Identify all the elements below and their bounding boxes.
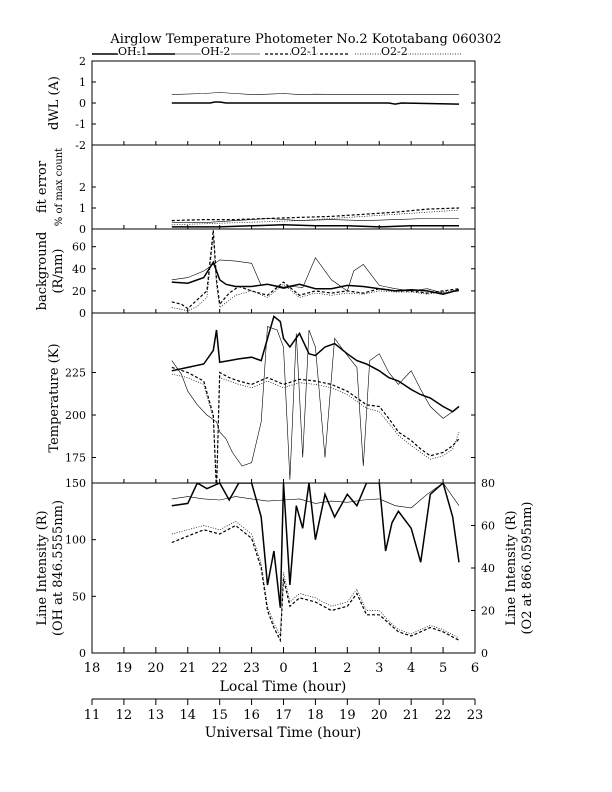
xtick-ut-label-12: 23 (467, 708, 484, 723)
series-o2-2-panel-4 (171, 373, 460, 483)
xtick-ut-label-5: 16 (243, 708, 260, 723)
xtick-ut-label-9: 20 (371, 708, 388, 723)
xtick-ut-label-6: 17 (275, 708, 292, 723)
ylabel-4: Temperature (K) (47, 343, 62, 452)
series-oh-1-panel-1 (171, 101, 460, 105)
series-oh-1-panel-2 (171, 224, 459, 228)
series-o2-1-panel-4 (171, 366, 460, 483)
legend-label-oh-2: OH-2 (201, 45, 230, 58)
ytick-label-4-0: 175 (65, 452, 86, 465)
ytick-label-3-2: 40 (72, 263, 86, 276)
xtick-local-label-3: 21 (179, 661, 196, 676)
legend-label-o2-2: O2-2 (381, 45, 408, 58)
series-oh-1-panel-4 (171, 315, 460, 413)
ylabel2-3: (R/nm) (51, 248, 66, 293)
series-oh-2-panel-3 (171, 257, 460, 294)
panel-frame-3 (91, 228, 476, 314)
ytick-label-4-2: 225 (65, 367, 86, 380)
xtick-ut-label-11: 22 (435, 708, 452, 723)
ytick-label-1-2: 0 (79, 97, 86, 110)
series-oh-2-panel-2 (171, 218, 459, 223)
ylabel-3: background (35, 232, 50, 311)
legend-label-o2-1: O2-1 (291, 45, 318, 58)
ytick-label-3-0: 0 (79, 307, 86, 320)
ytick-right-label-2: 40 (481, 562, 495, 575)
ytick-label-1-3: -1 (75, 118, 86, 131)
ylabel-1: dWL (A) (47, 76, 62, 130)
series-oh-2-panel-4 (171, 326, 460, 480)
ytick-label-1-1: 1 (79, 76, 86, 89)
series-o2-2-panel-5 (171, 520, 460, 639)
series-oh-2-panel-5 (171, 483, 460, 509)
ylabel-2: fit error (35, 160, 50, 213)
xtick-ut-label-10: 21 (403, 708, 420, 723)
ylabel-right: Line Intensity (R) (504, 510, 519, 625)
ylabel2-5: (OH at 846.5555nm) (51, 500, 66, 636)
xtick-local-label-10: 4 (407, 661, 415, 676)
xtick-local-label-5: 23 (243, 661, 260, 676)
series-oh-2-panel-1 (171, 92, 459, 95)
ytick-right-label-0: 0 (481, 647, 488, 660)
xtick-ut-label-1: 12 (116, 708, 133, 723)
ytick-right-label-3: 60 (481, 520, 495, 533)
series-oh-1-panel-5 (171, 483, 460, 608)
ytick-label-5-1: 50 (72, 590, 86, 603)
ylabel2-2: % of max count (54, 148, 65, 226)
xtick-ut-label-0: 11 (84, 708, 101, 723)
xtick-local-label-6: 0 (279, 661, 287, 676)
ytick-right-label-4: 80 (481, 477, 495, 490)
ytick-label-2-0: 2 (79, 181, 86, 194)
xtick-ut-label-8: 19 (339, 708, 356, 723)
xtick-local-label-9: 3 (375, 661, 383, 676)
xtick-local-label-0: 18 (84, 661, 101, 676)
ytick-label-4-1: 200 (65, 409, 86, 422)
series-o2-2-panel-2 (171, 209, 460, 226)
xtick-local-label-2: 20 (148, 661, 165, 676)
legend-label-oh-1: OH-1 (118, 45, 147, 58)
xtick-local-label-11: 5 (439, 661, 447, 676)
panel-frame-2 (91, 144, 476, 230)
ytick-label-1-4: -2 (75, 139, 86, 152)
series-oh-1-panel-3 (171, 260, 460, 295)
xlabel-ut: Universal Time (hour) (205, 725, 362, 741)
xtick-local-label-1: 19 (116, 661, 133, 676)
series-o2-1-panel-2 (171, 207, 460, 222)
ytick-label-2-2: 0 (79, 223, 86, 236)
ylabel-right2: (O2 at 866.0595nm) (520, 501, 535, 634)
series-o2-1-panel-5 (171, 524, 460, 643)
ytick-label-2-1: 1 (79, 202, 86, 215)
xtick-local-label-4: 22 (211, 661, 228, 676)
ytick-label-5-3: 150 (65, 477, 86, 490)
chart-title: Airglow Temperature Photometer No.2 Koto… (109, 32, 501, 47)
ylabel-5: Line Intensity (R) (35, 510, 50, 625)
xtick-local-label-12: 6 (471, 661, 479, 676)
series-o2-1-panel-3 (171, 230, 460, 310)
ytick-label-3-1: 20 (72, 285, 86, 298)
ytick-label-3-3: 60 (72, 241, 86, 254)
ytick-right-label-1: 20 (481, 605, 495, 618)
ytick-label-5-0: 0 (79, 647, 86, 660)
xtick-local-label-7: 1 (311, 661, 319, 676)
ytick-label-5-2: 100 (65, 534, 86, 547)
xtick-local-label-8: 2 (343, 661, 351, 676)
xtick-ut-label-4: 15 (211, 708, 228, 723)
xtick-ut-label-2: 13 (148, 708, 165, 723)
ytick-label-1-0: 2 (79, 55, 86, 68)
xtick-ut-label-3: 14 (179, 708, 196, 723)
xtick-ut-label-7: 18 (307, 708, 324, 723)
xlabel-local: Local Time (hour) (220, 679, 347, 695)
